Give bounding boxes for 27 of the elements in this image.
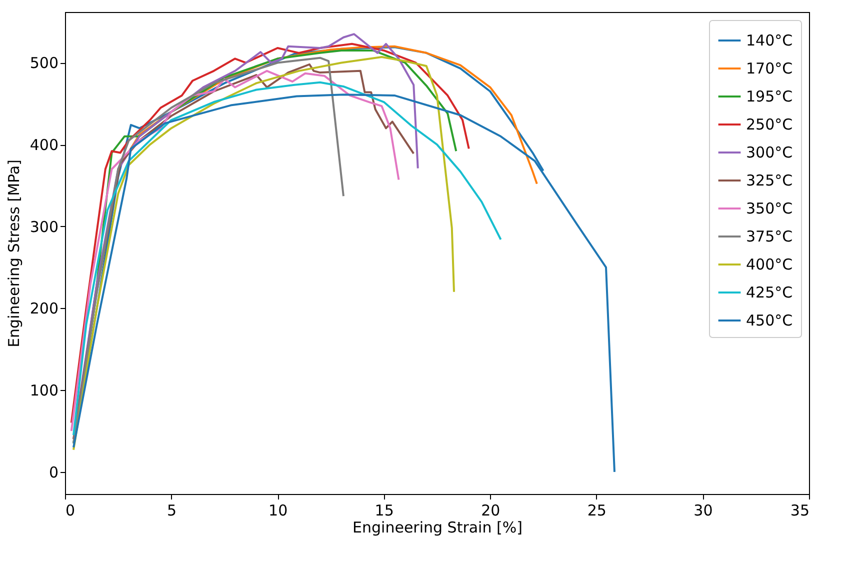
x-tick-label: 25 (587, 502, 606, 520)
legend-label: 300°C (746, 144, 793, 162)
y-tick-label: 300 (30, 218, 58, 236)
y-tick-label: 500 (30, 54, 58, 72)
y-tick-label: 400 (30, 136, 58, 154)
x-tick-label: 35 (790, 502, 810, 520)
legend-label: 400°C (746, 256, 793, 274)
y-tick-label: 200 (30, 300, 58, 318)
y-tick-label: 100 (30, 382, 58, 400)
legend-label: 350°C (746, 200, 793, 218)
x-tick-label: 15 (374, 502, 394, 520)
legend-label: 250°C (746, 116, 793, 134)
legend-label: 375°C (746, 228, 793, 246)
legend-label: 325°C (746, 172, 793, 190)
y-tick-label: 0 (48, 463, 58, 482)
legend-label: 195°C (746, 88, 793, 106)
x-tick-label: 5 (167, 502, 177, 520)
x-tick-label: 30 (694, 502, 713, 520)
legend-label: 140°C (746, 32, 793, 50)
x-tick-label: 10 (268, 502, 288, 520)
legend-label: 170°C (746, 60, 793, 78)
legend-label: 450°C (746, 312, 793, 330)
x-tick-label: 0 (66, 502, 76, 520)
x-tick-label: 20 (481, 502, 500, 520)
y-axis-title: Engineering Stress [MPa] (4, 160, 23, 348)
legend-label: 425°C (746, 284, 793, 302)
x-axis-title: Engineering Strain [%] (352, 518, 522, 536)
